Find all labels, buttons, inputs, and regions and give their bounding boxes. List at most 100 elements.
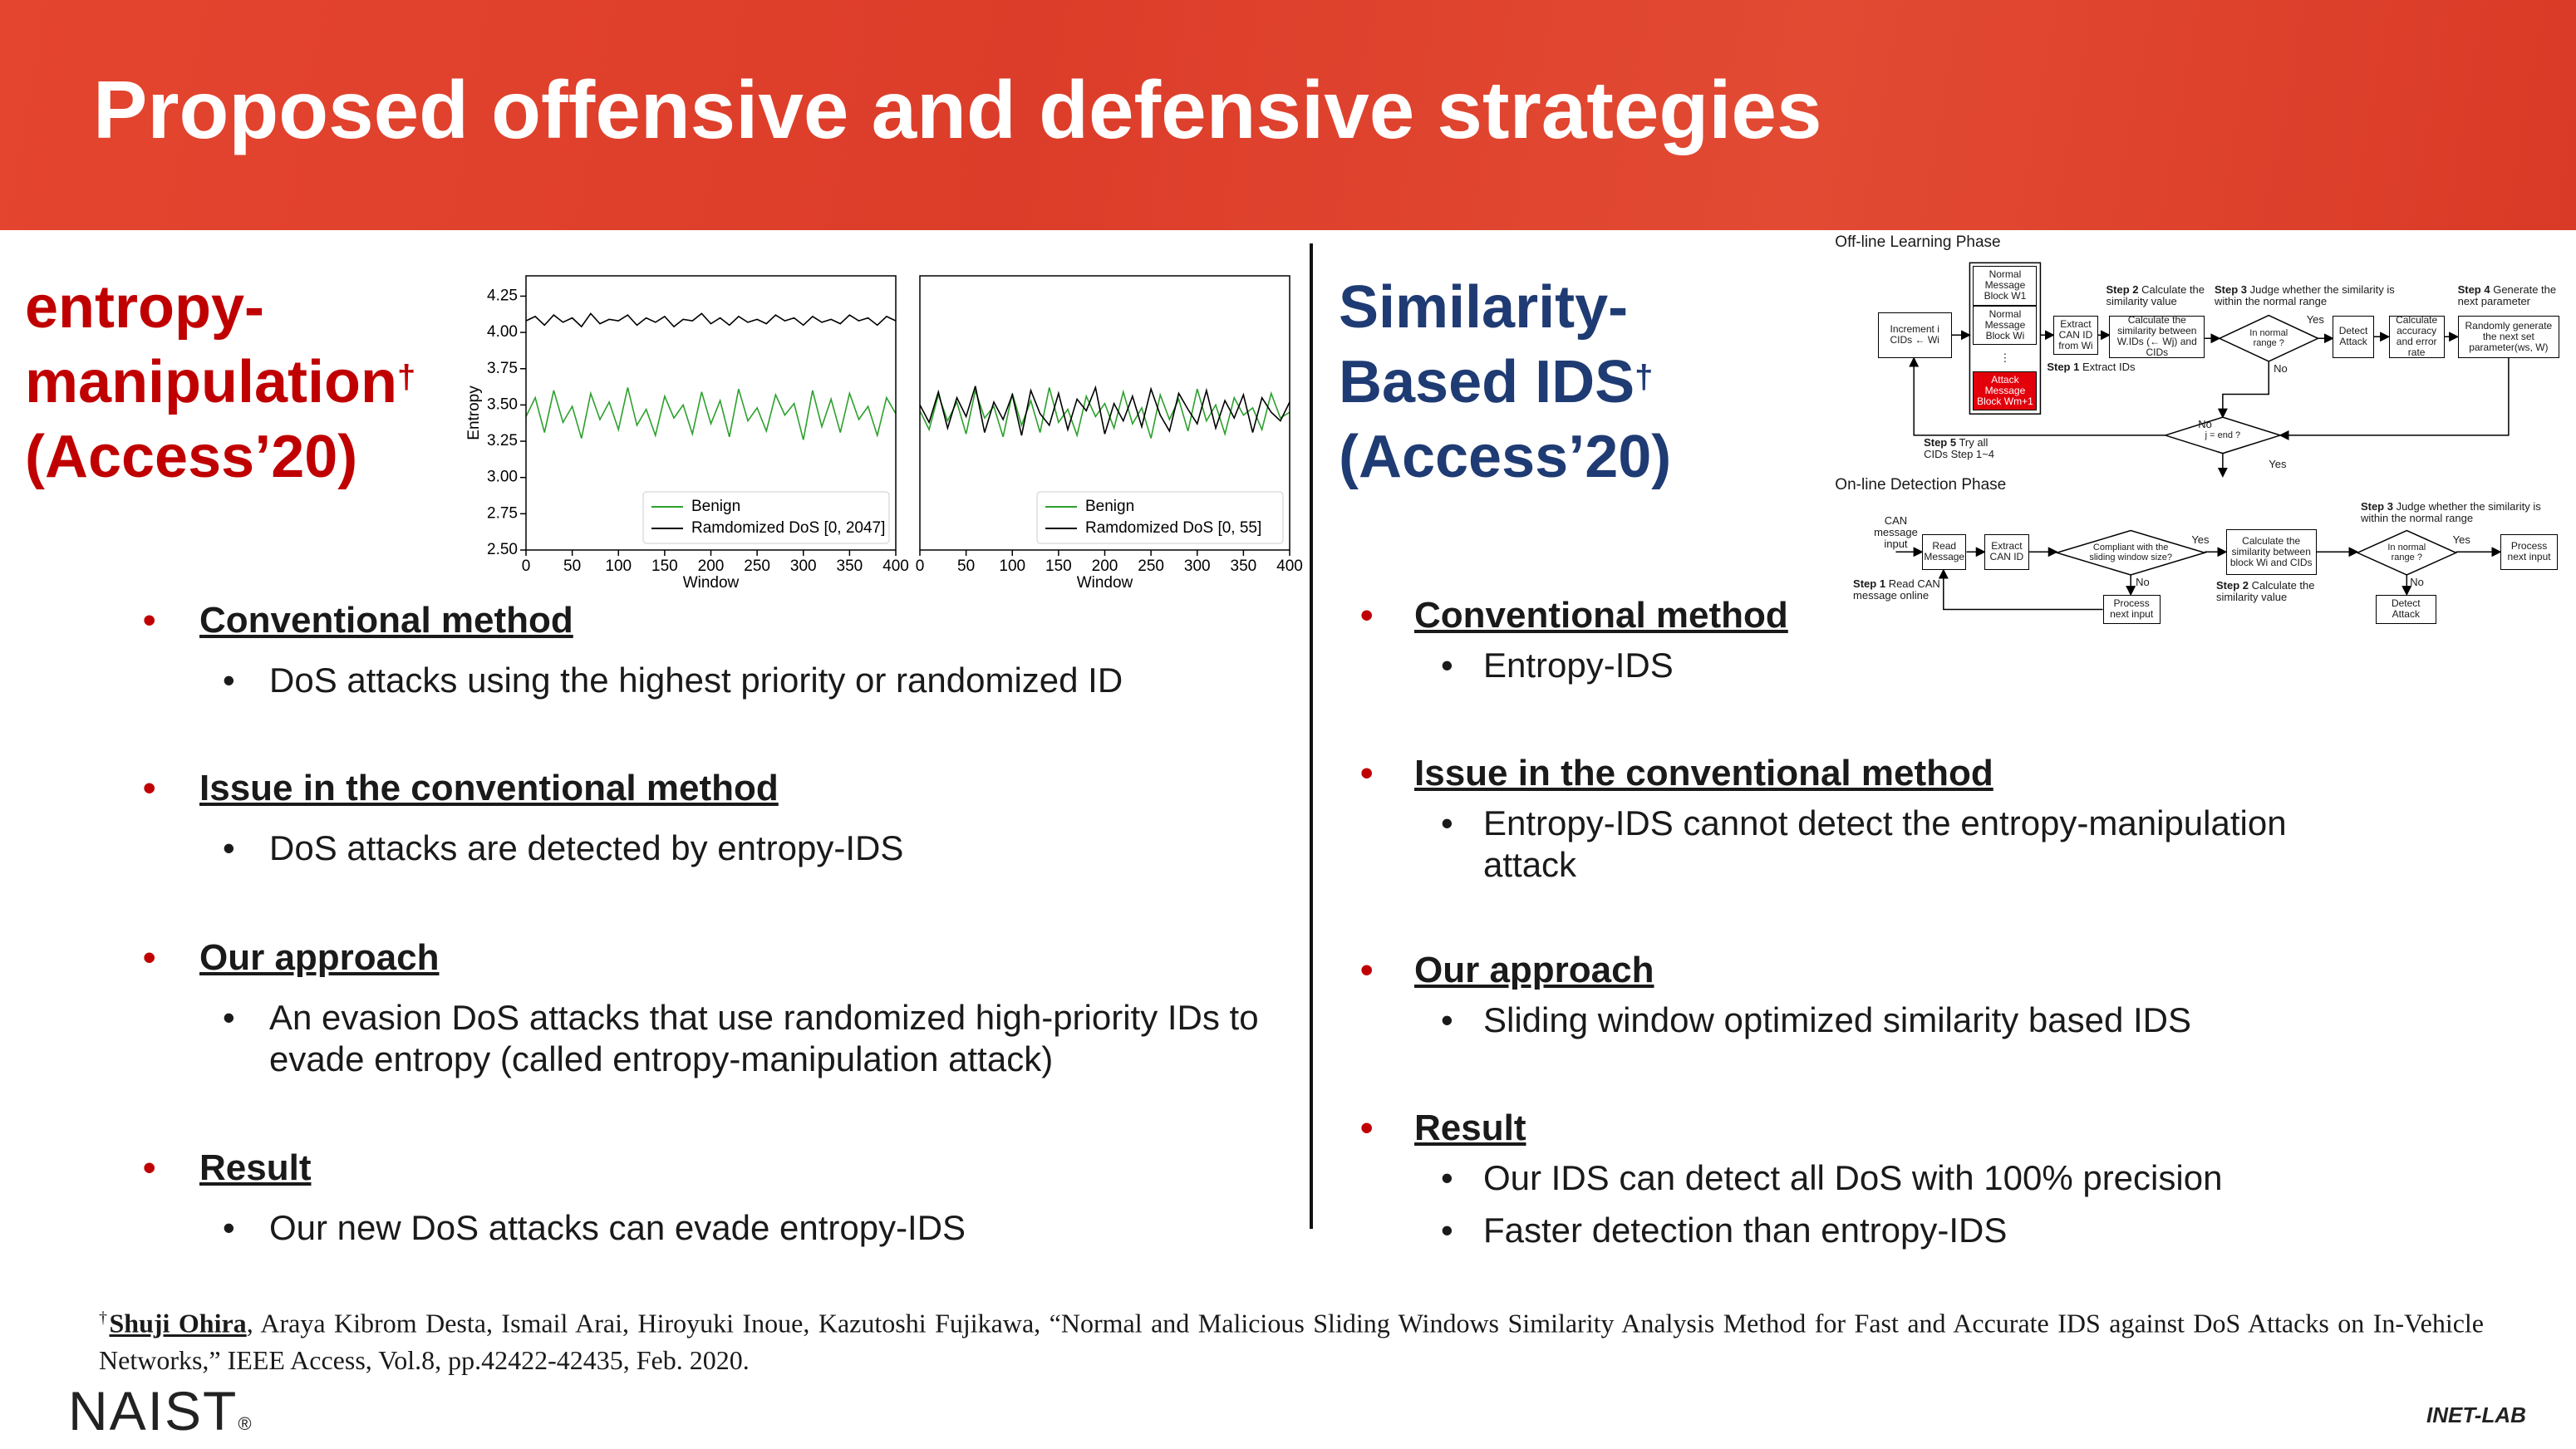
logo-mark: ®: [238, 1413, 252, 1434]
y-tick-label: 3.50: [487, 395, 518, 413]
x-tick-label: 0: [916, 557, 925, 575]
section-item: Faster detection than entropy-IDS: [1441, 1210, 2381, 1251]
x-tick-label: 250: [744, 557, 770, 575]
step-number: Step 3: [2360, 499, 2393, 513]
section-item: Sliding window optimized similarity base…: [1441, 1000, 2381, 1041]
section: Our approach An evasion DoS attacks that …: [143, 936, 1291, 1080]
section-item: An evasion DoS attacks that use randomiz…: [223, 997, 1291, 1080]
arrow: [1909, 356, 2166, 436]
step-text: Calculate the similarity value: [2106, 283, 2205, 308]
x-tick-label: 50: [957, 557, 975, 575]
heading-line: manipulation†: [25, 345, 415, 420]
section: Result Our new DoS attacks can evade entr…: [143, 1146, 1291, 1249]
arrow: [2217, 361, 2269, 419]
diagram-text: No: [2198, 418, 2212, 431]
decision-shape: [2163, 416, 2283, 454]
step-label: Step 2 Calculate the similarity value: [2107, 284, 2209, 314]
heading-text: Based IDS: [1339, 349, 1635, 415]
y-tick-label: 4.25: [487, 287, 518, 304]
x-tick-label: 200: [1092, 557, 1118, 575]
legend-label: Benign: [1085, 498, 1134, 515]
dagger: †: [1635, 359, 1654, 395]
legend-box: [1036, 491, 1284, 544]
x-tick-label: 50: [563, 557, 581, 575]
decision-label: In normal range ?: [2387, 543, 2426, 563]
series-line: [525, 387, 897, 440]
step-number: Step 2: [2106, 283, 2139, 297]
slide-title: Proposed offensive and defensive strateg…: [93, 64, 1822, 155]
step-label: Step 1 Read CAN message online: [1853, 577, 1944, 621]
heading-text: manipulation: [25, 349, 397, 415]
y-tick-label: 2.50: [487, 541, 518, 558]
plot-frame: [525, 275, 897, 551]
section-item: DoS attacks using the highest priority o…: [223, 660, 1291, 701]
right-heading: Similarity- Based IDS† (Access’20): [1339, 270, 1671, 494]
step-text: Judge whether the similarity is within t…: [2214, 283, 2395, 308]
series-line: [919, 387, 1290, 439]
process-box: Extract CAN ID: [1984, 533, 2029, 570]
diagram-text: Yes: [2452, 533, 2470, 546]
dagger: †: [99, 1309, 110, 1327]
step-number: Step 4: [2457, 283, 2490, 297]
diagram-text: No: [2410, 575, 2424, 588]
process-box: Detect Attack: [2333, 315, 2374, 358]
diagram-text: No: [2274, 361, 2288, 375]
section-title: Conventional method: [1360, 593, 2381, 638]
decision-shape: [2218, 314, 2320, 362]
section: Issue in the conventional method Entropy-…: [1360, 751, 2381, 886]
step-label: Step 2 Calculate the similarity value: [2215, 578, 2331, 610]
left-heading: entropy- manipulation† (Access’20): [25, 270, 415, 494]
section-item: Entropy-IDS cannot detect the entropy-ma…: [1441, 803, 2381, 886]
y-axis-label: Entropy: [465, 386, 483, 440]
step-text: Extract IDs: [2082, 360, 2136, 373]
step-text: Generate the next parameter: [2457, 283, 2557, 308]
section: Issue in the conventional method DoS atta…: [143, 766, 1291, 869]
reference: , Araya Kibrom Desta, Ismail Arai, Hiroy…: [99, 1308, 2485, 1375]
y-tick-label: 2.75: [487, 504, 518, 522]
section: Conventional method Entropy-IDS: [1360, 593, 2381, 686]
x-tick-label: 350: [837, 557, 863, 575]
venue: (Access’20): [25, 424, 358, 490]
decision-label: j = end ?: [2205, 430, 2241, 440]
diagram-text: CAN message input: [1874, 513, 1918, 550]
process-box: Read Message: [1922, 533, 1967, 570]
x-tick-label: 350: [1231, 557, 1257, 575]
step-label: Step 4 Generate the next parameter: [2458, 284, 2564, 314]
process-box: Process next input: [2500, 533, 2559, 570]
step-text: Judge whether the similarity is within t…: [2360, 499, 2541, 524]
section-item: Our new DoS attacks can evade entropy-ID…: [223, 1207, 1291, 1249]
dagger: †: [397, 359, 416, 395]
section-title: Result: [143, 1146, 1291, 1191]
legend-box: [642, 491, 890, 544]
legend-label: Benign: [691, 498, 740, 515]
process-box: Calculate the similarity between block W…: [2225, 528, 2317, 575]
arrow: [2279, 357, 2510, 440]
header-band: [0, 0, 2576, 230]
legend-label: Ramdomized DoS [0, 55]: [1085, 519, 1261, 537]
process-box: Normal Message Block W1: [1973, 266, 2038, 306]
section-title: Issue in the conventional method: [1360, 751, 2381, 796]
process-box: Detect Attack: [2375, 594, 2436, 625]
x-axis-label: Window: [1077, 574, 1133, 592]
step-text: Calculate the similarity value: [2215, 578, 2315, 603]
process-box: Attack Message Block Wm+1: [1973, 371, 2038, 411]
section: Our approach Sliding window optimized sim…: [1360, 948, 2381, 1041]
step-text: Try all CIDs Step 1~4: [1924, 435, 1994, 460]
step-label: Step 3 Judge whether the similarity is w…: [2360, 499, 2558, 531]
section-title: Conventional method: [143, 598, 1291, 643]
step-number: Step 2: [2215, 578, 2249, 592]
process-box: Calculate the similarity between W.IDs (…: [2109, 315, 2205, 358]
venue: (Access’20): [1339, 424, 1672, 490]
section-title: Our approach: [1360, 948, 2381, 993]
diagram-text: Yes: [2269, 457, 2287, 470]
y-tick-label: 3.25: [487, 432, 518, 449]
x-tick-label: 200: [698, 557, 725, 575]
author: Shuji Ohira: [109, 1308, 247, 1338]
x-tick-label: 0: [522, 557, 531, 575]
decision-shape: [2356, 529, 2458, 576]
step-label: Step 5 Try all CIDs Step 1~4: [1924, 435, 1998, 467]
decision-label: Compliant with the sliding window size?: [2089, 543, 2172, 563]
phase-title: On-line Detection Phase: [1835, 476, 2007, 494]
x-axis-label: Window: [683, 574, 740, 592]
